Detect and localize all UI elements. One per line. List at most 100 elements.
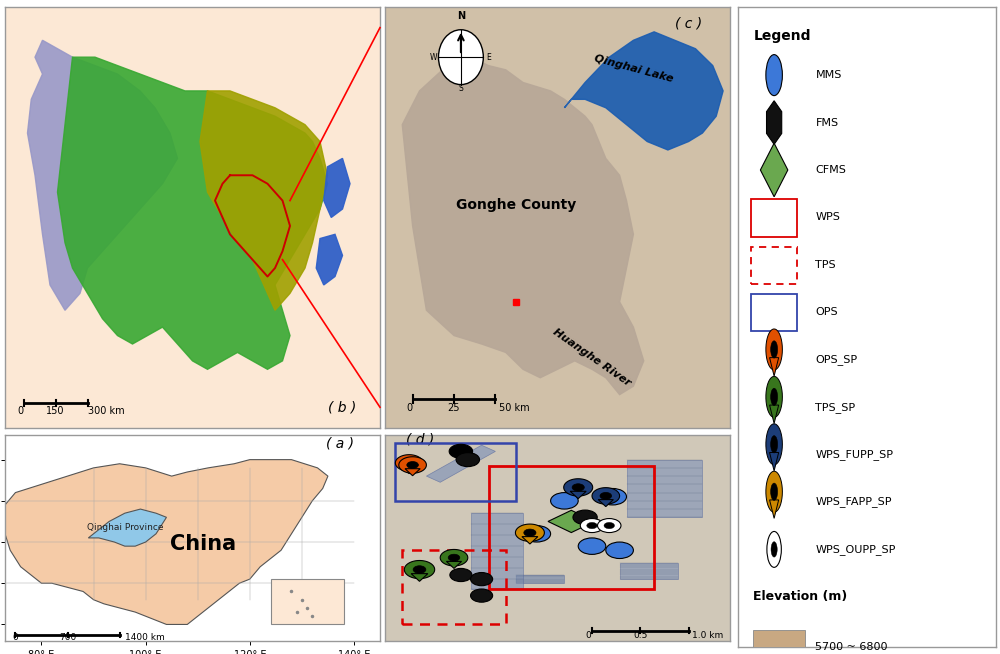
Polygon shape: [548, 510, 595, 532]
Bar: [751, 199, 797, 237]
Circle shape: [771, 341, 778, 358]
Polygon shape: [404, 560, 435, 579]
Circle shape: [599, 489, 626, 505]
Circle shape: [572, 484, 584, 491]
Polygon shape: [760, 143, 788, 197]
Text: ( c ): ( c ): [675, 16, 702, 31]
Bar: [271, 579, 344, 625]
Text: S: S: [459, 84, 463, 94]
Polygon shape: [454, 455, 467, 460]
Circle shape: [524, 529, 536, 536]
Text: China: China: [170, 534, 236, 555]
Circle shape: [413, 566, 426, 574]
Text: MMS: MMS: [815, 70, 842, 80]
Polygon shape: [411, 574, 428, 581]
Polygon shape: [564, 479, 593, 496]
Text: 0.5: 0.5: [633, 631, 647, 640]
Text: WPS: WPS: [815, 213, 840, 222]
Polygon shape: [592, 488, 620, 504]
Text: TPS_SP: TPS_SP: [815, 402, 856, 413]
Polygon shape: [770, 358, 779, 376]
Circle shape: [403, 460, 415, 466]
Circle shape: [587, 523, 597, 528]
Polygon shape: [426, 445, 495, 482]
Text: Qinghai Lake: Qinghai Lake: [593, 54, 674, 84]
Text: N: N: [457, 11, 465, 22]
Bar: [751, 247, 797, 284]
Circle shape: [407, 462, 418, 468]
Text: Qinghai Province: Qinghai Province: [87, 523, 163, 532]
Circle shape: [606, 542, 633, 559]
Polygon shape: [522, 537, 538, 544]
Circle shape: [771, 542, 777, 557]
Circle shape: [471, 589, 493, 602]
Bar: [395, 443, 516, 501]
Polygon shape: [402, 467, 417, 473]
Polygon shape: [766, 424, 782, 465]
Polygon shape: [324, 158, 350, 217]
Text: Legend: Legend: [753, 29, 811, 43]
Text: W: W: [430, 53, 437, 61]
Text: 0: 0: [13, 633, 18, 642]
Bar: [471, 513, 523, 589]
Text: 150: 150: [46, 405, 65, 415]
Circle shape: [766, 54, 782, 95]
Circle shape: [771, 388, 778, 405]
Polygon shape: [598, 500, 613, 507]
Circle shape: [771, 483, 778, 500]
Polygon shape: [316, 234, 342, 285]
Text: 50 km: 50 km: [499, 404, 529, 413]
Text: E: E: [486, 53, 491, 61]
Circle shape: [450, 568, 472, 581]
Polygon shape: [515, 524, 544, 542]
Text: Gonghe County: Gonghe County: [456, 198, 576, 212]
Text: TPS: TPS: [815, 260, 836, 270]
Polygon shape: [449, 444, 473, 458]
Circle shape: [551, 492, 578, 509]
Circle shape: [771, 436, 778, 453]
Text: OPS_SP: OPS_SP: [815, 354, 858, 365]
Polygon shape: [766, 376, 782, 417]
Polygon shape: [385, 435, 730, 641]
Circle shape: [438, 29, 483, 84]
Polygon shape: [399, 456, 426, 473]
Polygon shape: [5, 460, 328, 625]
Text: ( b ): ( b ): [328, 400, 357, 415]
Bar: [753, 630, 805, 654]
Polygon shape: [405, 469, 420, 475]
Circle shape: [600, 492, 612, 500]
Polygon shape: [200, 91, 328, 310]
Circle shape: [573, 510, 597, 525]
Polygon shape: [58, 57, 328, 370]
Polygon shape: [395, 455, 423, 471]
Polygon shape: [770, 405, 779, 424]
Text: OPS: OPS: [815, 307, 838, 317]
Text: WPS_OUPP_SP: WPS_OUPP_SP: [815, 544, 896, 555]
Text: Elevation (m): Elevation (m): [753, 591, 848, 604]
Text: FMS: FMS: [815, 118, 839, 128]
Circle shape: [767, 532, 781, 567]
Polygon shape: [767, 101, 782, 145]
Bar: [751, 294, 797, 332]
Polygon shape: [28, 41, 178, 310]
Text: 0: 0: [406, 404, 412, 413]
Circle shape: [471, 572, 493, 586]
Text: ( a ): ( a ): [326, 436, 354, 450]
Text: WPS_FAPP_SP: WPS_FAPP_SP: [815, 496, 892, 508]
Text: 5700 ~ 6800: 5700 ~ 6800: [815, 642, 888, 652]
Bar: [488, 466, 654, 589]
Polygon shape: [766, 472, 782, 512]
Text: 300 km: 300 km: [88, 405, 124, 415]
Polygon shape: [440, 549, 468, 566]
Polygon shape: [402, 57, 644, 394]
Text: ( d ): ( d ): [406, 432, 434, 446]
Bar: [402, 550, 506, 625]
Text: 0: 0: [586, 631, 591, 640]
Polygon shape: [766, 329, 782, 370]
Polygon shape: [88, 509, 166, 546]
Circle shape: [523, 526, 551, 542]
Text: 25: 25: [448, 404, 460, 413]
Bar: [626, 460, 702, 517]
Text: 700: 700: [59, 633, 76, 642]
Polygon shape: [446, 561, 462, 568]
